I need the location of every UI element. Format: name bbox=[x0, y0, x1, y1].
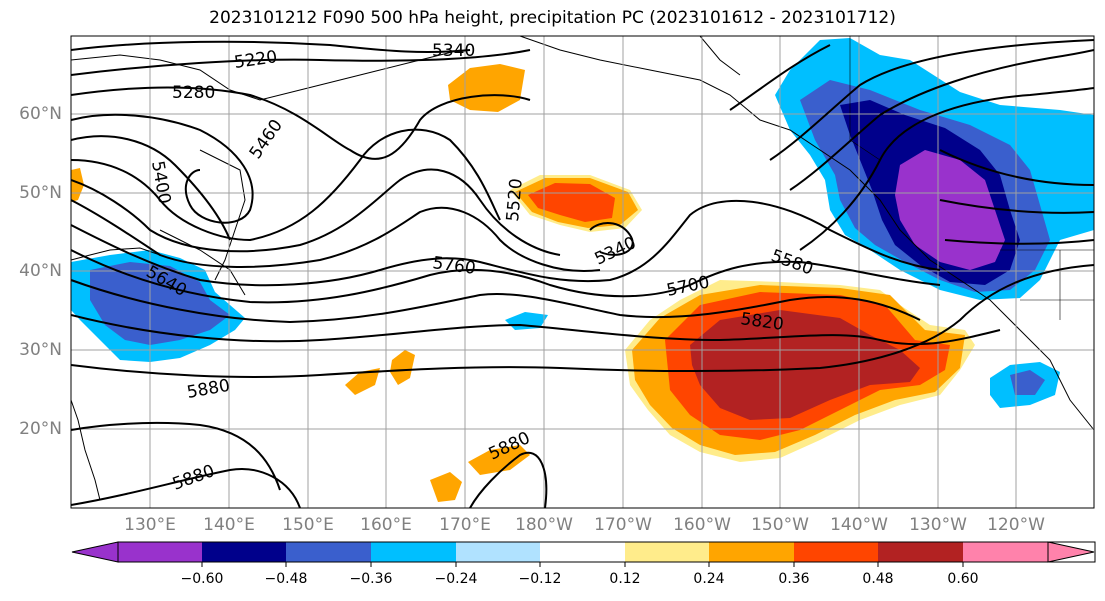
lon-label: 130°E bbox=[124, 515, 176, 535]
contour-label: 5880 bbox=[185, 376, 231, 403]
colorbar-tick-label: −0.60 bbox=[180, 571, 224, 587]
lon-label: 160°W bbox=[673, 515, 731, 535]
map-title: 2023101212 F090 500 hPa height, precipit… bbox=[209, 8, 896, 28]
precip-positive-small-4 bbox=[430, 472, 462, 502]
lon-label: 140°W bbox=[830, 515, 888, 535]
colorbar-tick-label: 0.48 bbox=[862, 571, 894, 587]
colorbar-tick-label: 0.24 bbox=[693, 571, 725, 587]
contour-label: 5520 bbox=[503, 178, 527, 223]
contour-label: 5400 bbox=[147, 159, 174, 205]
colorbar-tick-label: −0.48 bbox=[264, 571, 308, 587]
contour-label: 5280 bbox=[172, 83, 215, 103]
map-border bbox=[70, 35, 1095, 509]
colorbar-tick-label: −0.24 bbox=[434, 571, 478, 587]
lon-label: 150°W bbox=[751, 515, 809, 535]
precip-positive-bering bbox=[448, 64, 525, 112]
precip-positive-small-1 bbox=[345, 368, 380, 395]
lon-label: 140°E bbox=[203, 515, 255, 535]
contour-label: 5340 bbox=[432, 41, 475, 61]
coastlines bbox=[71, 36, 1094, 501]
lat-label: 30°N bbox=[19, 340, 62, 360]
lon-label: 160°E bbox=[360, 515, 412, 535]
colorbar-tick-label: 0.60 bbox=[947, 571, 979, 587]
contour-label: 5220 bbox=[233, 47, 279, 73]
lat-label: 40°N bbox=[19, 261, 62, 281]
precip-positive-small-2 bbox=[390, 350, 415, 385]
colorbar-tick-label: 0.36 bbox=[778, 571, 810, 587]
lon-label: 180°W bbox=[515, 515, 573, 535]
lon-label: 170°E bbox=[439, 515, 491, 535]
contour-label: 5580 bbox=[768, 246, 815, 280]
contour-label: 5460 bbox=[246, 116, 287, 163]
precip-positive-small-3 bbox=[468, 445, 530, 475]
precip-negative-northeast-pacific bbox=[775, 38, 1094, 300]
lat-label: 60°N bbox=[19, 104, 62, 124]
height-contours bbox=[71, 39, 1094, 508]
precip-positive-north-pacific bbox=[510, 175, 642, 232]
lon-label: 120°W bbox=[987, 515, 1045, 535]
contour-label: 5760 bbox=[431, 253, 477, 279]
lon-label: 130°W bbox=[909, 515, 967, 535]
contour-label: 5340 bbox=[592, 233, 640, 269]
lat-label: 50°N bbox=[19, 183, 62, 203]
lat-label: 20°N bbox=[19, 419, 62, 439]
colorbar-tick-label: 0.12 bbox=[609, 571, 641, 587]
colorbar-tick-label: −0.36 bbox=[349, 571, 393, 587]
colorbar-tick-label: −0.12 bbox=[518, 571, 562, 587]
lon-label: 170°W bbox=[594, 515, 652, 535]
lon-label: 150°E bbox=[282, 515, 334, 535]
contour-label: 5880 bbox=[170, 461, 217, 495]
